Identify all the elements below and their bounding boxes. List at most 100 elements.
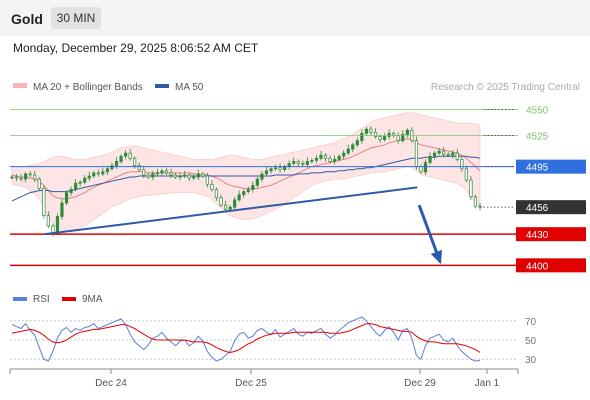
level-label-4400: 4400 — [526, 261, 549, 272]
candle-body — [469, 179, 473, 198]
candle-body — [196, 173, 200, 178]
candle-body — [378, 136, 382, 140]
candle-body — [278, 167, 282, 171]
candle-body — [83, 177, 87, 183]
candle-body — [346, 148, 350, 154]
candle-body — [437, 150, 441, 154]
candle-body — [323, 154, 328, 159]
candle-body — [382, 136, 387, 140]
candle-body — [183, 174, 187, 177]
rsi-tick-50: 50 — [525, 336, 537, 347]
candle-body — [178, 175, 182, 178]
candle-body — [187, 174, 191, 179]
candle-body — [328, 157, 332, 162]
rsi-tick-70: 70 — [525, 317, 537, 328]
candle-body — [419, 166, 423, 173]
rsi-legend-label: RSI — [33, 294, 50, 305]
ma50-legend-label: MA 50 — [175, 82, 204, 93]
x-tick-label: Dec 24 — [95, 378, 127, 389]
candle-body — [301, 163, 305, 165]
level-tag-4456 — [516, 200, 586, 215]
rsi-legend-swatch — [13, 297, 27, 301]
candle-body — [210, 183, 214, 190]
level-label-4550: 4550 — [526, 106, 549, 117]
candle-body — [96, 172, 100, 175]
candle-body — [101, 171, 105, 175]
ma50-legend-swatch — [155, 84, 169, 88]
candle-body — [314, 157, 319, 161]
candle-body — [169, 172, 173, 176]
ma9-legend-label: 9MA — [82, 294, 103, 305]
candle-body — [160, 170, 164, 174]
candle-body — [451, 152, 455, 156]
candle-body — [74, 182, 78, 190]
candle-body — [333, 159, 337, 162]
candle-body — [78, 181, 82, 184]
candle-body — [264, 170, 269, 175]
candle-body — [155, 172, 160, 175]
candle-body — [146, 174, 150, 178]
candle-body — [173, 174, 178, 178]
candle-body — [396, 135, 400, 142]
candle-body — [351, 144, 355, 150]
candle-body — [269, 168, 273, 172]
candle-body — [473, 196, 478, 207]
candle-body — [24, 173, 28, 180]
candle-body — [242, 191, 246, 196]
level-label-4525: 4525 — [526, 131, 549, 142]
timestamp: Monday, December 29, 2025 8:06:52 AM CET — [13, 41, 259, 55]
x-tick-label: Jan 1 — [475, 378, 500, 389]
candle-body — [223, 204, 228, 210]
candle-body — [164, 170, 169, 174]
rsi-panel: 70 50 30 — [10, 316, 537, 366]
candle-body — [105, 168, 110, 173]
credit-text: Research © 2025 Trading Central — [431, 82, 580, 93]
price-levels: 4550 4525 4495 4456 4430 4400 — [10, 106, 586, 273]
level-tag-4495 — [516, 159, 586, 174]
rsi-line — [11, 316, 481, 362]
candle-body — [255, 178, 259, 186]
candle-body — [33, 174, 37, 180]
support-trendline — [44, 186, 418, 236]
candle-body — [319, 154, 323, 159]
candle-body — [92, 172, 96, 177]
candle-body — [292, 161, 296, 164]
bollinger-legend-swatch — [13, 83, 27, 88]
candle-body — [37, 178, 41, 189]
candle-body — [273, 167, 278, 170]
candle-body — [151, 173, 155, 178]
candle-body — [42, 188, 46, 216]
candle-body — [64, 192, 69, 204]
candle-body — [414, 140, 419, 168]
level-tag-4430 — [516, 227, 586, 242]
bollinger-band — [11, 112, 481, 232]
level-label-4456: 4456 — [526, 203, 549, 214]
candle-body — [387, 133, 391, 137]
bollinger-legend-label: MA 20 + Bollinger Bands — [33, 82, 143, 93]
candle-body — [405, 129, 409, 135]
level-label-4495: 4495 — [526, 163, 549, 174]
level-label-4430: 4430 — [526, 230, 549, 241]
candle-body — [10, 176, 14, 179]
timeframe-badge[interactable]: 30 MIN — [51, 7, 101, 29]
ma9-legend-swatch — [62, 297, 76, 301]
candle-body — [432, 152, 437, 157]
price-panel — [10, 112, 482, 237]
candle-body — [205, 175, 209, 185]
candle-body — [128, 152, 132, 159]
candle-body — [119, 155, 123, 162]
candle-body — [287, 163, 291, 167]
candle-body — [14, 176, 19, 179]
candle-body — [214, 189, 219, 199]
header-bar: Gold 30 MIN — [0, 0, 590, 36]
candle-body — [310, 160, 314, 162]
candle-body — [446, 153, 450, 156]
candle-body — [369, 128, 373, 133]
candle-body — [305, 161, 309, 165]
candle-body — [442, 150, 446, 155]
candle-body — [110, 165, 114, 170]
candle-body — [137, 165, 141, 171]
ma50-line — [11, 155, 481, 202]
